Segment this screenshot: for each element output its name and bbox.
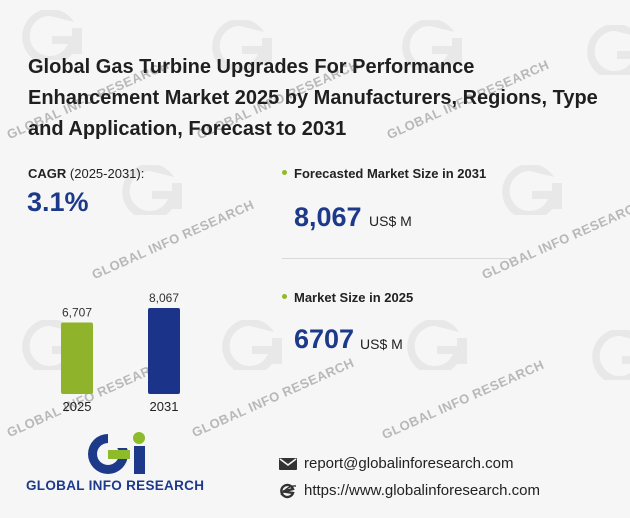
email-icon bbox=[279, 457, 297, 470]
category-label: 2031 bbox=[150, 399, 179, 414]
brand-logo: GLOBAL INFO RESEARCH bbox=[24, 430, 214, 500]
page-title: Global Gas Turbine Upgrades For Performa… bbox=[28, 56, 598, 140]
forecast-value: 8,067 bbox=[294, 202, 362, 232]
watermark-text: GLOBAL INFO RESEARCH bbox=[479, 196, 630, 283]
current-value: 6707 bbox=[294, 324, 355, 354]
current-label-text: Market Size in 2025 bbox=[294, 290, 414, 305]
contact-email[interactable]: report@globalinforesearch.com bbox=[278, 455, 514, 472]
watermark-logo-icon bbox=[222, 320, 282, 370]
cagr-period: (2025-2031): bbox=[69, 166, 145, 181]
cagr-label-text: CAGR bbox=[28, 166, 67, 181]
cagr-label: CAGR (2025-2031): bbox=[28, 166, 144, 181]
market-size-bar-chart: 6,707 2025 8,067 2031 bbox=[61, 291, 180, 414]
bar-2031 bbox=[148, 308, 180, 394]
forecast-label-text: Forecasted Market Size in 2031 bbox=[294, 166, 487, 181]
brand-logo-icon bbox=[88, 430, 145, 474]
bar-2025 bbox=[61, 322, 93, 394]
watermark-logo-icon bbox=[407, 320, 467, 370]
forecast-unit: US$ M bbox=[369, 213, 412, 229]
divider bbox=[282, 258, 512, 259]
website-text[interactable]: https://www.globalinforesearch.com bbox=[304, 482, 540, 499]
bullet-icon bbox=[282, 294, 287, 300]
browser-icon bbox=[280, 483, 297, 498]
watermark-text: GLOBAL INFO RESEARCH bbox=[379, 356, 547, 443]
forecast-label: Forecasted Market Size in 2031 bbox=[282, 166, 486, 181]
bar-value-label: 6,707 bbox=[62, 305, 92, 319]
watermark-logo-icon bbox=[592, 330, 630, 380]
email-text[interactable]: report@globalinforesearch.com bbox=[304, 455, 514, 472]
current-unit: US$ M bbox=[360, 336, 403, 352]
watermark-logo-icon bbox=[502, 165, 562, 215]
watermark-text: GLOBAL INFO RESEARCH bbox=[89, 196, 257, 283]
cagr-value: 3.1% bbox=[27, 187, 89, 217]
brand-name: GLOBAL INFO RESEARCH bbox=[26, 478, 205, 493]
current-label: Market Size in 2025 bbox=[282, 290, 413, 305]
bar-value-label: 8,067 bbox=[149, 291, 179, 305]
bullet-icon bbox=[282, 170, 287, 176]
category-label: 2025 bbox=[63, 399, 92, 414]
contact-website[interactable]: https://www.globalinforesearch.com bbox=[278, 482, 540, 499]
